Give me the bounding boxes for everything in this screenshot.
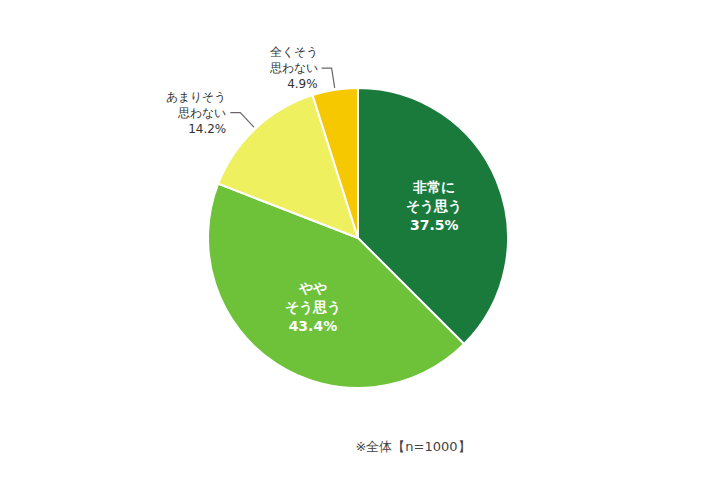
svg-text:非常にそう思う37.5%: 非常にそう思う37.5% [406, 179, 462, 233]
svg-text:全くそう思わない4.9%: 全くそう思わない4.9% [269, 45, 318, 91]
svg-text:ややそう思う43.4%: ややそう思う43.4% [285, 280, 341, 334]
svg-text:あまりそう思わない14.2%: あまりそう思わない14.2% [166, 90, 226, 136]
html-text:※全体【n=1000】: ※全体【n=1000】 [355, 439, 471, 454]
